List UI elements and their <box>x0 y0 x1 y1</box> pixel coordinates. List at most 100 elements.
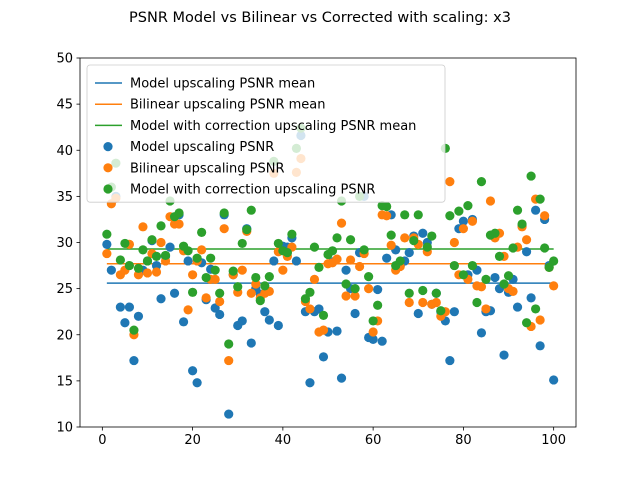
data-point <box>382 211 392 221</box>
data-point <box>458 224 468 234</box>
data-point <box>332 254 342 264</box>
data-point <box>427 231 437 241</box>
data-point <box>395 256 405 266</box>
data-point <box>287 229 297 239</box>
data-point <box>264 272 274 282</box>
data-point <box>142 256 153 266</box>
data-point <box>418 228 428 238</box>
data-point <box>201 272 211 283</box>
y-tick-label: 45 <box>56 98 73 113</box>
data-point <box>124 260 135 271</box>
data-point <box>341 265 351 275</box>
legend-entry-label: Bilinear upscaling PSNR <box>130 161 285 176</box>
data-point <box>129 325 139 335</box>
data-point <box>535 194 545 204</box>
data-point <box>188 287 198 297</box>
data-point <box>336 218 347 228</box>
data-point <box>481 274 491 284</box>
data-point <box>224 355 234 366</box>
data-point <box>449 260 459 271</box>
data-point <box>521 235 532 245</box>
data-point <box>400 233 410 243</box>
data-point <box>490 272 500 283</box>
data-point <box>237 265 247 275</box>
data-point <box>368 334 378 344</box>
data-point <box>431 288 441 298</box>
data-point <box>210 303 220 313</box>
data-point <box>422 242 432 252</box>
data-point <box>309 274 320 284</box>
data-point <box>449 237 459 248</box>
legend-entry-label: Model upscaling PSNR mean <box>130 77 315 92</box>
data-point <box>526 293 536 303</box>
data-point <box>481 304 491 314</box>
legend-entry-label: Model with correction upscaling PSNR mea… <box>130 119 416 134</box>
x-axis: 0 20 40 60 80 100 <box>98 427 566 448</box>
data-point <box>449 307 459 317</box>
data-point <box>467 260 478 271</box>
y-tick-label: 20 <box>56 328 73 343</box>
data-point <box>354 261 365 272</box>
data-point <box>160 250 171 261</box>
data-point <box>472 297 482 308</box>
data-point <box>418 285 428 296</box>
y-tick-label: 40 <box>56 144 73 159</box>
data-point <box>413 308 423 319</box>
data-point <box>219 224 229 234</box>
data-point <box>151 260 162 271</box>
data-point <box>540 211 550 221</box>
data-point <box>133 311 144 321</box>
data-point <box>174 208 184 218</box>
data-point <box>246 338 256 348</box>
plot-area <box>79 57 577 428</box>
data-point <box>210 265 220 275</box>
data-point <box>499 279 509 289</box>
data-point <box>305 378 315 388</box>
y-tick-label: 35 <box>56 190 73 205</box>
data-point <box>224 409 234 419</box>
data-point <box>224 339 234 349</box>
data-point <box>102 239 112 249</box>
data-point <box>305 287 315 297</box>
data-point <box>314 262 324 273</box>
data-point <box>404 248 414 258</box>
data-point <box>246 288 256 298</box>
data-point <box>237 238 247 249</box>
data-point <box>318 352 329 362</box>
data-point <box>350 284 360 294</box>
data-point <box>467 216 478 226</box>
data-point <box>535 315 545 325</box>
data-point <box>494 251 505 261</box>
data-point <box>386 230 396 240</box>
legend-entry-label: Model with correction upscaling PSNR <box>130 183 375 198</box>
data-point <box>332 233 342 243</box>
data-point <box>521 247 532 257</box>
x-tick-label: 100 <box>541 433 566 448</box>
y-tick-label: 15 <box>56 374 73 389</box>
data-point <box>327 246 338 256</box>
data-point <box>309 242 320 252</box>
y-tick-label: 10 <box>56 421 73 436</box>
data-point <box>197 245 207 255</box>
data-point <box>490 228 500 238</box>
data-point <box>197 227 207 237</box>
data-point <box>508 286 518 296</box>
data-point <box>106 265 116 275</box>
data-point <box>273 238 283 249</box>
data-point <box>260 307 270 317</box>
data-point <box>318 325 329 335</box>
data-point <box>508 243 518 253</box>
data-point <box>526 171 536 181</box>
data-point <box>436 306 446 316</box>
y-axis: 10 15 20 25 30 35 40 45 50 <box>56 52 80 436</box>
data-point <box>102 248 112 259</box>
data-point <box>336 373 347 383</box>
data-point <box>192 378 202 388</box>
data-point <box>215 288 225 298</box>
data-point <box>512 302 523 312</box>
data-point <box>540 243 550 253</box>
data-point <box>400 210 410 220</box>
data-point <box>535 341 545 351</box>
y-tick-label: 50 <box>56 52 73 67</box>
